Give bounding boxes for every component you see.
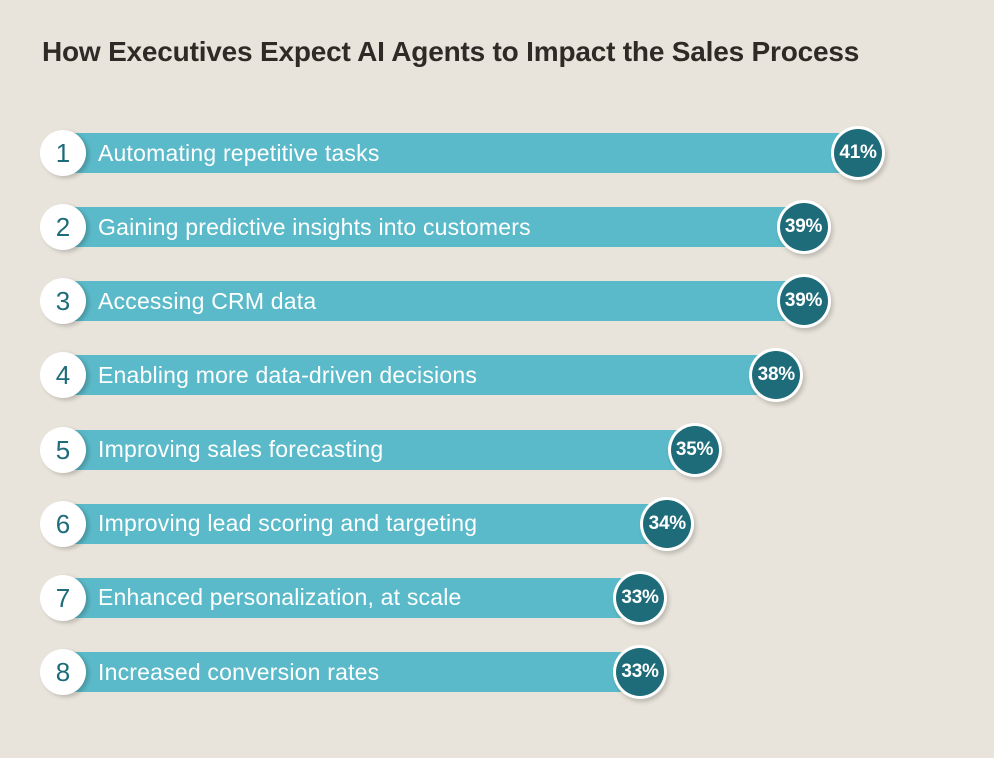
rank-number: 7 [55,582,71,613]
rank-number: 2 [55,212,71,243]
rank-number: 6 [55,508,71,539]
rank-circle: 3 [40,278,86,325]
value-badge-circle: 39% [779,203,828,252]
rank-circle: 4 [40,352,86,399]
bar [62,503,668,544]
bar [62,133,858,173]
rank-number: 5 [55,434,71,465]
rank-number: 4 [55,360,71,391]
value-badge-circle: 35% [670,425,719,474]
bar [62,207,804,248]
rank-circle: 7 [40,574,86,621]
badge-value: 34% [648,512,686,534]
badge-value: 35% [675,438,714,460]
value-badge: 38% [749,348,804,403]
value-badge-circle: 33% [616,647,664,696]
rank-circle: 8 [40,648,86,695]
value-badge: 35% [667,422,722,477]
badge-value: 41% [839,142,877,163]
bar-label: Gaining predictive insights into custome… [98,213,531,240]
rank-number: 3 [55,286,71,317]
value-badge: 34% [640,496,695,551]
bar [62,577,640,618]
badge-value: 33% [621,660,659,682]
bar-row: 2 Gaining predictive insights into custo… [0,190,994,264]
value-badge-circle: 39% [779,277,828,326]
bar-label: Accessing CRM data [98,287,317,314]
badge-value: 39% [784,216,823,238]
page-title: How Executives Expect AI Agents to Impac… [42,36,860,67]
bar [62,651,640,692]
badge-value: 39% [784,290,823,312]
value-badge-circle: 33% [616,573,664,622]
value-badge: 41% [831,126,885,180]
value-badge-circle: 34% [643,499,692,548]
value-badge: 39% [776,200,831,255]
value-badge: 39% [776,274,831,329]
bar-row: 8 Increased conversion rates 33% [0,635,994,709]
rank-number: 1 [55,138,71,168]
bar-row: 1 Automating repetitive tasks 41% [0,116,994,190]
rank-circle: 2 [40,204,86,251]
rank-circle: 6 [40,500,86,547]
badge-value: 38% [757,364,795,386]
bar-label: Enabling more data-driven decisions [98,361,478,388]
value-badge-circle: 38% [752,351,801,400]
bar [62,429,695,470]
bar-label: Improving lead scoring and targeting [98,510,478,537]
bar-label: Automating repetitive tasks [98,139,380,166]
bar-row: 4 Enabling more data-driven decisions 38… [0,338,994,412]
badge-value: 33% [621,586,659,608]
bar-row: 3 Accessing CRM data 39% [0,264,994,338]
bar-label: Improving sales forecasting [98,436,384,463]
value-badge-circle: 41% [834,129,882,177]
value-badge: 33% [613,570,667,625]
bar-row: 6 Improving lead scoring and targeting 3… [0,487,994,561]
bar [62,281,804,322]
bar-label: Enhanced personalization, at scale [98,584,462,611]
rank-number: 8 [55,656,71,687]
value-badge: 33% [613,644,667,699]
bar [62,355,777,396]
bar-label: Increased conversion rates [98,658,380,685]
rank-circle: 5 [40,426,86,473]
bar-row: 5 Improving sales forecasting 35% [0,413,994,487]
bar-chart: 1 Automating repetitive tasks 41% 2 Gain… [0,116,994,709]
rank-circle: 1 [40,130,86,176]
bar-row: 7 Enhanced personalization, at scale 33% [0,561,994,635]
